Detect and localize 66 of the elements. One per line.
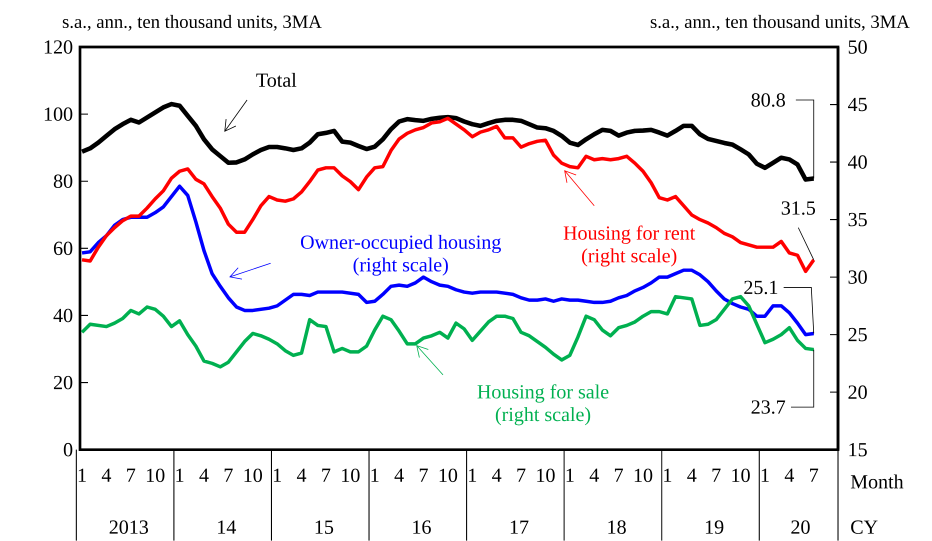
x-tick-label: 10 bbox=[146, 468, 164, 482]
x-tick-label: 4 bbox=[492, 468, 502, 482]
legend-label: Housing for rent (right scale) bbox=[564, 226, 696, 267]
text: 18 bbox=[608, 520, 626, 534]
x-tick-label: 10 bbox=[537, 468, 555, 482]
text: 20 bbox=[791, 520, 810, 534]
x-tick-label: 7 bbox=[224, 468, 233, 482]
x-tick-label: 7 bbox=[517, 468, 526, 482]
series-label: Owner-occupied housing (right scale) bbox=[300, 234, 501, 276]
y2-tick-label: 40 bbox=[848, 155, 867, 169]
y-tick-label: 120 bbox=[44, 40, 72, 54]
x-tick-label: 1 bbox=[78, 468, 86, 482]
x-tick-label: 4 bbox=[394, 468, 404, 482]
y-tick-label: 20 bbox=[54, 376, 72, 390]
x-tick-label: 10 bbox=[732, 468, 750, 482]
x-tick-label: 4 bbox=[784, 468, 794, 482]
y-axis-title: s.a., ann., ten thousand units, 3MA bbox=[62, 15, 322, 31]
y2-tick-label: 50 bbox=[848, 40, 867, 54]
y-tick-label: 0 bbox=[64, 443, 72, 457]
y2-axis-title: s.a., ann., ten thousand units, 3MA bbox=[650, 15, 910, 31]
text: Housing for sale (right scale) bbox=[478, 384, 608, 426]
y2-tick-label: 35 bbox=[848, 213, 867, 226]
text: 2013 bbox=[110, 520, 148, 534]
x-axis-title: Month bbox=[850, 474, 904, 489]
text: 14 bbox=[218, 520, 236, 534]
text: CY bbox=[851, 520, 878, 534]
x-tick-label: 4 bbox=[199, 468, 209, 482]
x-tick-label: 1 bbox=[371, 468, 379, 482]
x-tick-label: 1 bbox=[274, 468, 281, 482]
y2-tick-label: 45 bbox=[848, 98, 867, 112]
text: 17 bbox=[510, 520, 528, 534]
x-tick-label: 10 bbox=[634, 468, 652, 482]
x-tick-label: 1 bbox=[176, 468, 184, 482]
x-tick-label: 1 bbox=[469, 468, 476, 482]
y2-tick-label: 25 bbox=[848, 328, 867, 342]
x-tick-label: 4 bbox=[590, 468, 599, 482]
y-tick-label: 60 bbox=[54, 242, 72, 256]
x-tick-label: 7 bbox=[712, 468, 721, 482]
y-tick-label: 100 bbox=[44, 108, 72, 122]
x-tick-label: 4 bbox=[687, 468, 696, 482]
x-tick-label: 1 bbox=[762, 468, 769, 482]
x-tick-label: 7 bbox=[810, 468, 818, 482]
x-tick-label: 1 bbox=[664, 468, 672, 482]
x-tick-label: 7 bbox=[127, 468, 136, 482]
y2-tick-label: 30 bbox=[848, 270, 867, 284]
data-label: 31.5 bbox=[782, 201, 816, 215]
x-tick-label: 10 bbox=[244, 468, 262, 482]
text: Total bbox=[256, 73, 296, 88]
data-label: 23.7 bbox=[752, 400, 786, 414]
x-tick-label: 7 bbox=[322, 468, 330, 482]
y2-tick-label: 15 bbox=[849, 443, 867, 457]
y2-tick-label: 20 bbox=[848, 386, 867, 400]
x-tick-label: 7 bbox=[420, 468, 428, 482]
x-tick-label: 1 bbox=[566, 468, 574, 482]
x-tick-label: 4 bbox=[102, 468, 112, 482]
x-tick-label: 10 bbox=[342, 468, 360, 482]
y-tick-label: 40 bbox=[53, 308, 72, 322]
x-tick-label: 4 bbox=[296, 468, 306, 482]
x-tick-label: 7 bbox=[614, 468, 624, 482]
data-label: 80.8 bbox=[751, 93, 785, 107]
y-tick-label: 80 bbox=[54, 174, 72, 188]
text: 16 bbox=[413, 520, 431, 534]
x-tick-label: 10 bbox=[440, 468, 458, 482]
text: 19 bbox=[706, 520, 724, 534]
data-label: 25.1 bbox=[744, 280, 778, 294]
text: 15 bbox=[316, 520, 334, 534]
